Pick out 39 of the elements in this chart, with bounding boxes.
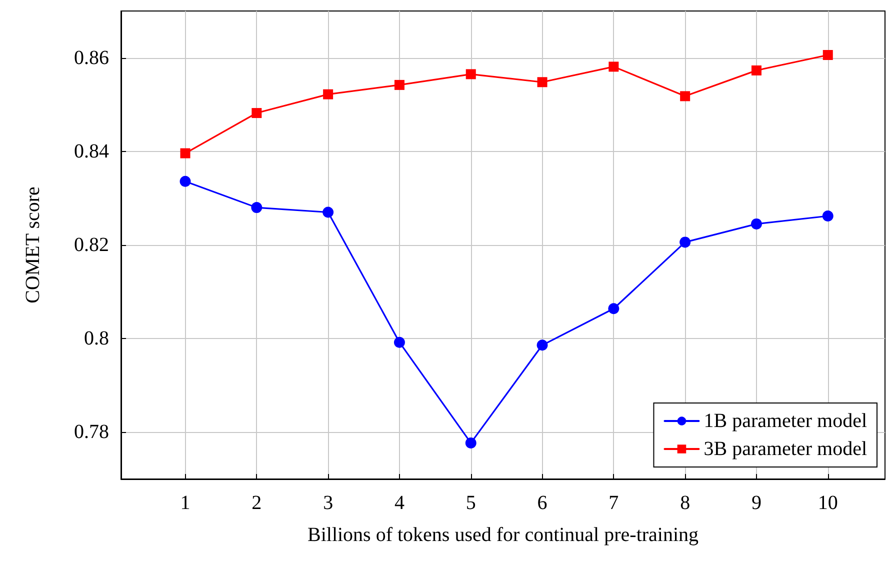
point bbox=[751, 65, 762, 76]
x-tick-label: 3 bbox=[323, 492, 334, 514]
x-tick-label: 2 bbox=[252, 492, 262, 514]
point bbox=[608, 62, 619, 72]
y-tick-label: 0.8 bbox=[84, 328, 109, 350]
x-tick-label: 6 bbox=[537, 492, 548, 514]
point bbox=[180, 148, 190, 158]
x-tick-label: 1 bbox=[180, 492, 190, 514]
point bbox=[680, 91, 690, 102]
x-tick-label: 8 bbox=[680, 492, 690, 514]
point bbox=[251, 202, 262, 214]
point bbox=[180, 176, 191, 187]
legend-label: 3B parameter model bbox=[704, 438, 868, 460]
y-axis-title: COMET score bbox=[22, 186, 44, 304]
point bbox=[750, 218, 762, 230]
point bbox=[608, 303, 620, 314]
point bbox=[537, 77, 548, 88]
x-tick-label: 7 bbox=[608, 492, 619, 514]
point bbox=[822, 210, 834, 222]
point bbox=[323, 89, 334, 100]
point bbox=[394, 80, 404, 90]
y-tick-label: 0.82 bbox=[74, 234, 109, 256]
y-tick-label: 0.86 bbox=[74, 46, 109, 69]
x-tick-label: 4 bbox=[394, 492, 404, 514]
point bbox=[394, 336, 405, 348]
y-tick-label: 0.78 bbox=[74, 421, 109, 444]
x-tick-label: 10 bbox=[818, 492, 838, 514]
x-tick-label: 9 bbox=[751, 492, 762, 514]
point bbox=[252, 108, 262, 118]
point bbox=[465, 437, 476, 448]
point bbox=[822, 50, 833, 60]
y-tick-label: 0.84 bbox=[74, 140, 109, 162]
point bbox=[536, 340, 548, 351]
x-tick-label: 5 bbox=[466, 492, 476, 514]
point bbox=[680, 236, 691, 248]
point bbox=[322, 206, 334, 218]
point bbox=[466, 69, 476, 80]
legend-label: 1B parameter model bbox=[704, 410, 868, 432]
x-axis-title: Billions of tokens used for continual pre-training bbox=[307, 524, 699, 546]
